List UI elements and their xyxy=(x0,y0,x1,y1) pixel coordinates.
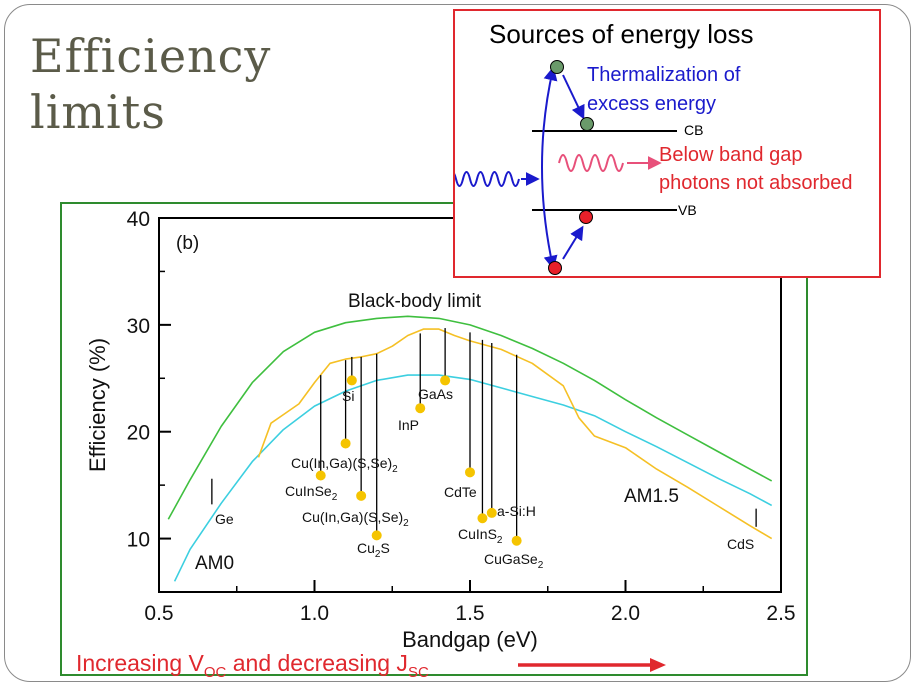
material-markers xyxy=(211,328,757,546)
cb-label: CB xyxy=(684,122,704,138)
x-tick-label: 1.5 xyxy=(455,602,484,625)
material-label-cuinse2: CuInSe2 xyxy=(285,483,338,503)
excitation-arrow xyxy=(541,66,558,270)
material-label-si: Si xyxy=(342,388,354,404)
material-label-cugase2: CuGaSe2 xyxy=(484,551,544,571)
incoming-photon-wave xyxy=(455,171,520,187)
material-dot xyxy=(465,467,475,478)
material-dot xyxy=(415,403,426,414)
material-label-asih: a-Si:H xyxy=(497,503,536,519)
material-label-gaas: GaAs xyxy=(418,386,453,402)
below-gap-line1: Below band gap xyxy=(659,144,803,166)
x-tick-label: 1.0 xyxy=(300,602,329,625)
material-label-cds: CdS xyxy=(727,536,754,552)
hole-relaxation-arrow xyxy=(562,225,584,260)
y-tick-label: 10 xyxy=(127,529,150,552)
x-tick-label: 0.5 xyxy=(144,602,173,625)
material-label-ge: Ge xyxy=(215,511,234,527)
relaxed-hole xyxy=(579,210,593,224)
inset-title: Sources of energy loss xyxy=(489,19,754,49)
material-label-cigsse-2: Cu(In,Ga)(S,Se)2 xyxy=(302,509,409,529)
y-axis-title: Efficiency (%) xyxy=(85,338,110,472)
curve-label-am15: AM1.5 xyxy=(624,486,679,507)
black-body-curve xyxy=(167,315,773,520)
vb-label: VB xyxy=(678,202,697,218)
relaxed-electron xyxy=(580,117,594,131)
material-dot xyxy=(356,490,367,501)
material-label-cu2s: Cu2S xyxy=(357,540,390,560)
band-diagram xyxy=(455,60,677,275)
am15-curve xyxy=(257,328,773,540)
material-dot xyxy=(346,375,357,386)
hot-electron xyxy=(550,60,564,74)
material-dot xyxy=(440,375,451,386)
x-tick-label: 2.5 xyxy=(766,602,795,625)
caption-prefix: Increasing V xyxy=(76,650,204,676)
energy-loss-inset: Sources of energy loss CB VB Thermalizat… xyxy=(453,9,881,278)
y-tick-label: 20 xyxy=(127,422,150,445)
material-label-cdte: CdTe xyxy=(444,484,477,500)
x-axis-title: Bandgap (eV) xyxy=(402,627,538,652)
material-label-cuins2: CuInS2 xyxy=(458,526,503,546)
low-energy-photon-wave xyxy=(558,154,624,172)
x-tick-label: 2.0 xyxy=(611,602,640,625)
panel-label: (b) xyxy=(176,233,199,254)
thermalization-text: Thermalization of excess energy xyxy=(587,61,740,119)
below-gap-text: Below band gap photons not absorbed xyxy=(659,141,853,197)
thermalization-line1: Thermalization of xyxy=(587,64,741,86)
y-tick-label: 30 xyxy=(127,315,150,338)
thermalization-line2: excess energy xyxy=(587,93,716,115)
slide-title-line2: limits xyxy=(30,85,166,139)
electron-relaxation-arrow xyxy=(562,74,585,120)
slide-title-line1: Efficiency xyxy=(30,29,272,83)
material-dot xyxy=(511,535,522,546)
material-dot xyxy=(371,530,382,541)
curve-label-black-body: Black-body limit xyxy=(348,291,482,312)
chart-frame xyxy=(60,202,808,676)
am0-curve xyxy=(173,374,773,582)
hot-hole xyxy=(548,261,562,275)
caption-sub-sc: SC xyxy=(407,664,429,681)
chart-axes: 0.5 1.0 1.5 2.0 2.5 10 20 30 40 xyxy=(127,208,796,625)
material-dot xyxy=(315,470,326,481)
material-dot xyxy=(486,507,497,518)
curve-label-am0: AM0 xyxy=(195,553,234,574)
below-gap-line2: photons not absorbed xyxy=(659,172,853,194)
bottom-caption: Increasing VOC and decreasing JSC xyxy=(76,650,429,681)
caption-sub-oc: OC xyxy=(203,664,227,681)
material-dot xyxy=(477,513,488,524)
material-label-cigsse-1: Cu(In,Ga)(S,Se)2 xyxy=(291,455,398,475)
material-label-inp: InP xyxy=(398,417,419,433)
slide-title: Efficiency limits xyxy=(30,28,271,140)
material-dot xyxy=(340,438,351,449)
y-tick-label: 40 xyxy=(127,208,150,231)
caption-middle: and decreasing J xyxy=(226,650,408,676)
